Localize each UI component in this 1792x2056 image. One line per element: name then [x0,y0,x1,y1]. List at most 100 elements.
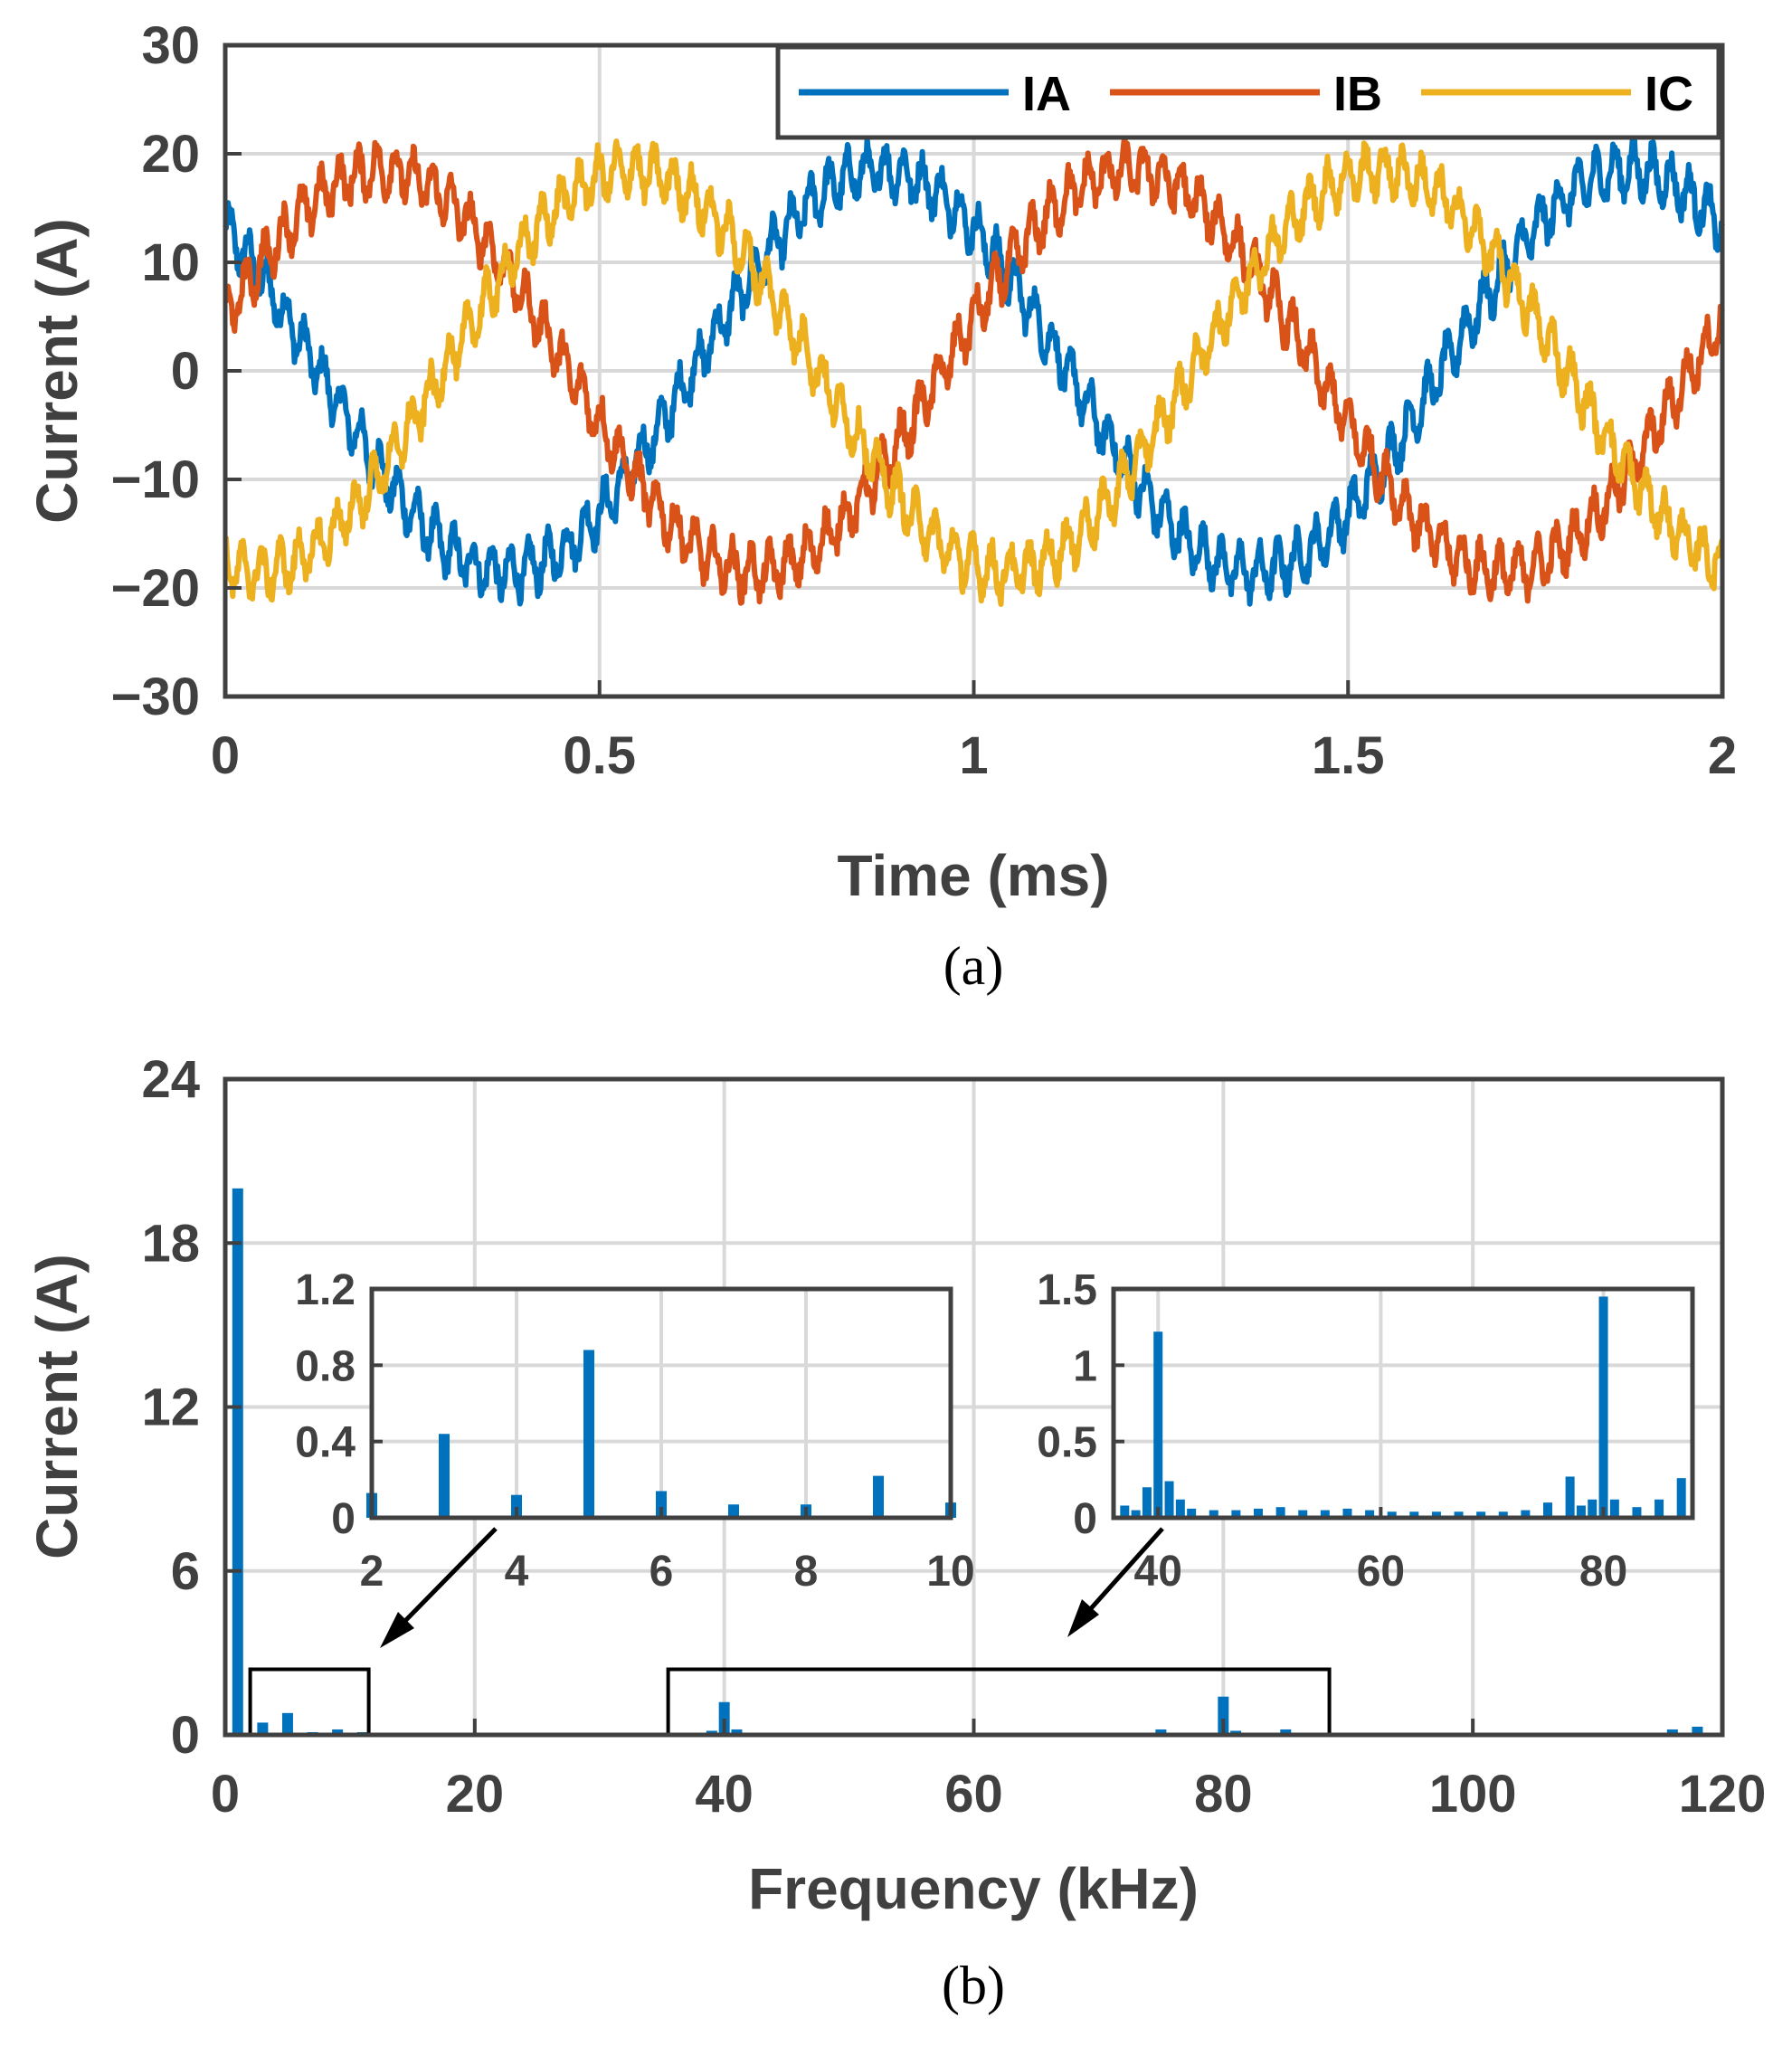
panel-a-ytick-label: −10 [111,450,200,509]
inset-bar [439,1434,450,1518]
spectrum-bar [332,1729,344,1735]
inset-bar [583,1350,594,1518]
inset-bar [1320,1510,1330,1518]
panel-a-xtick-label: 2 [1708,726,1737,785]
inset-xtick-label: 60 [1357,1548,1405,1596]
inset-bar [1632,1507,1642,1518]
inset-frame [1111,1286,1695,1521]
inset-xtick-label: 10 [926,1548,974,1596]
panel-b-xtick-label: 40 [695,1765,754,1824]
inset-bar [1298,1510,1308,1518]
zoom-arrow-low [380,1527,498,1648]
inset-xtick-label: 40 [1134,1548,1182,1596]
legend-label-ib: IB [1333,67,1382,121]
series-line-ia [223,136,1725,607]
inset-bar [1231,1510,1241,1518]
inset-bar [511,1494,522,1518]
panel-b-ytick-label: 24 [141,1050,200,1109]
panel-b-y-axis-label: Current (A) [24,1254,90,1559]
inset-xtick-label: 6 [649,1548,674,1596]
spectrum-bar [232,1188,243,1735]
inset-ytick-label: 0.5 [1037,1419,1097,1467]
panel-b-ytick-label: 12 [141,1379,200,1437]
inset-bar [1131,1510,1141,1518]
inset-high-frequency: 0 0.5 1 1.5 40 60 80 [1037,1266,1695,1596]
panel-b-ytick-label: 0 [171,1706,200,1765]
inset-xtick-label: 2 [360,1548,384,1596]
inset-bar [1598,1296,1608,1518]
panel-b-ytick-label: 6 [171,1542,200,1601]
inset-background [1114,1289,1692,1518]
inset-bar [656,1491,667,1518]
inset-bar [1175,1499,1185,1518]
panel-a-xtick-label: 0 [211,726,240,785]
panel-a-caption: (a) [943,936,1004,996]
inset-bar [1342,1508,1352,1518]
panel-a-series [223,135,1725,607]
panel-b-xtick-label: 0 [211,1765,240,1824]
spectrum-bar [281,1712,293,1735]
panel-a-legend: IA IB IC [775,44,1721,140]
inset-xtick-label: 4 [505,1548,529,1596]
panel-a-ytick-label: −30 [111,668,200,726]
inset-bar [1120,1505,1130,1518]
inset-ytick-label: 0 [331,1495,356,1543]
inset-ytick-label: 1 [1073,1342,1097,1390]
panel-b-xtick-label: 60 [944,1765,1003,1824]
inset-ytick-label: 0 [1073,1495,1097,1543]
inset-bar [1454,1511,1464,1518]
inset-ytick-label: 0.4 [295,1419,356,1467]
spectrum-bar [1666,1729,1678,1735]
panel-b-x-ticks: 0 20 40 60 80 100 120 [211,1719,1767,1824]
inset-bar [1164,1481,1174,1518]
inset-bar [1409,1511,1419,1518]
panel-a-ytick-label: 0 [171,342,200,401]
legend-label-ia: IA [1022,67,1071,121]
inset-bar [1254,1508,1263,1518]
spectrum-bar [1280,1729,1292,1735]
panel-b-xtick-label: 100 [1429,1765,1517,1824]
inset-bar [1543,1502,1552,1518]
inset-bar [1565,1476,1575,1518]
panel-b-xtick-label: 120 [1679,1765,1767,1824]
panel-a-ytick-label: −20 [111,559,200,618]
inset-bar [1655,1499,1664,1518]
inset-bar [728,1504,739,1518]
inset-bar [1576,1505,1586,1518]
inset-xtick-label: 80 [1579,1548,1627,1596]
inset-bar [1275,1507,1285,1518]
inset-bar [1187,1508,1197,1518]
panel-a-xtick-label: 0.5 [563,726,636,785]
legend-label-ic: IC [1645,67,1693,121]
zoom-arrow-high [1067,1527,1164,1637]
inset-bar [1676,1478,1686,1518]
panel-a-x-ticks: 0 0.5 1 1.5 2 [211,680,1737,785]
inset-bar [1588,1499,1598,1518]
spectrum-bar [1692,1726,1703,1735]
panel-b-x-axis-label: Frequency (kHz) [748,1856,1199,1921]
spectrum-bar [731,1729,743,1735]
spectrum-bar [718,1701,730,1735]
panel-a-xtick-label: 1.5 [1312,726,1385,785]
panel-b-y-ticks: 0 6 12 18 24 [141,1050,242,1765]
inset-xtick-label: 8 [794,1548,819,1596]
inset-ytick-label: 0.8 [295,1342,356,1390]
inset-ytick-label: 1.2 [295,1266,356,1314]
inset-bar [1521,1510,1531,1518]
inset-ytick-label: 1.5 [1037,1266,1097,1314]
panel-a-y-ticks: −30 −20 −10 0 10 20 30 [111,16,242,726]
inset-bar [1498,1511,1508,1518]
panel-b-bars [232,1188,1703,1736]
panel-b-xtick-label: 20 [446,1765,505,1824]
inset-bar [1209,1510,1218,1518]
panel-b-zoom-boxes [248,1667,1332,1737]
inset-bar [1609,1499,1619,1518]
inset-bar [1153,1331,1163,1518]
panel-a-time-domain: −30 −20 −10 0 10 20 30 0 0.5 1 1.5 2 Current (A) T… [24,16,1737,996]
panel-a-y-axis-label: Current (A) [24,218,90,524]
series-line-ib [223,135,1725,606]
panel-a-grid [223,43,1724,698]
panel-b-ytick-label: 18 [141,1214,200,1273]
inset-bar [1365,1510,1375,1518]
